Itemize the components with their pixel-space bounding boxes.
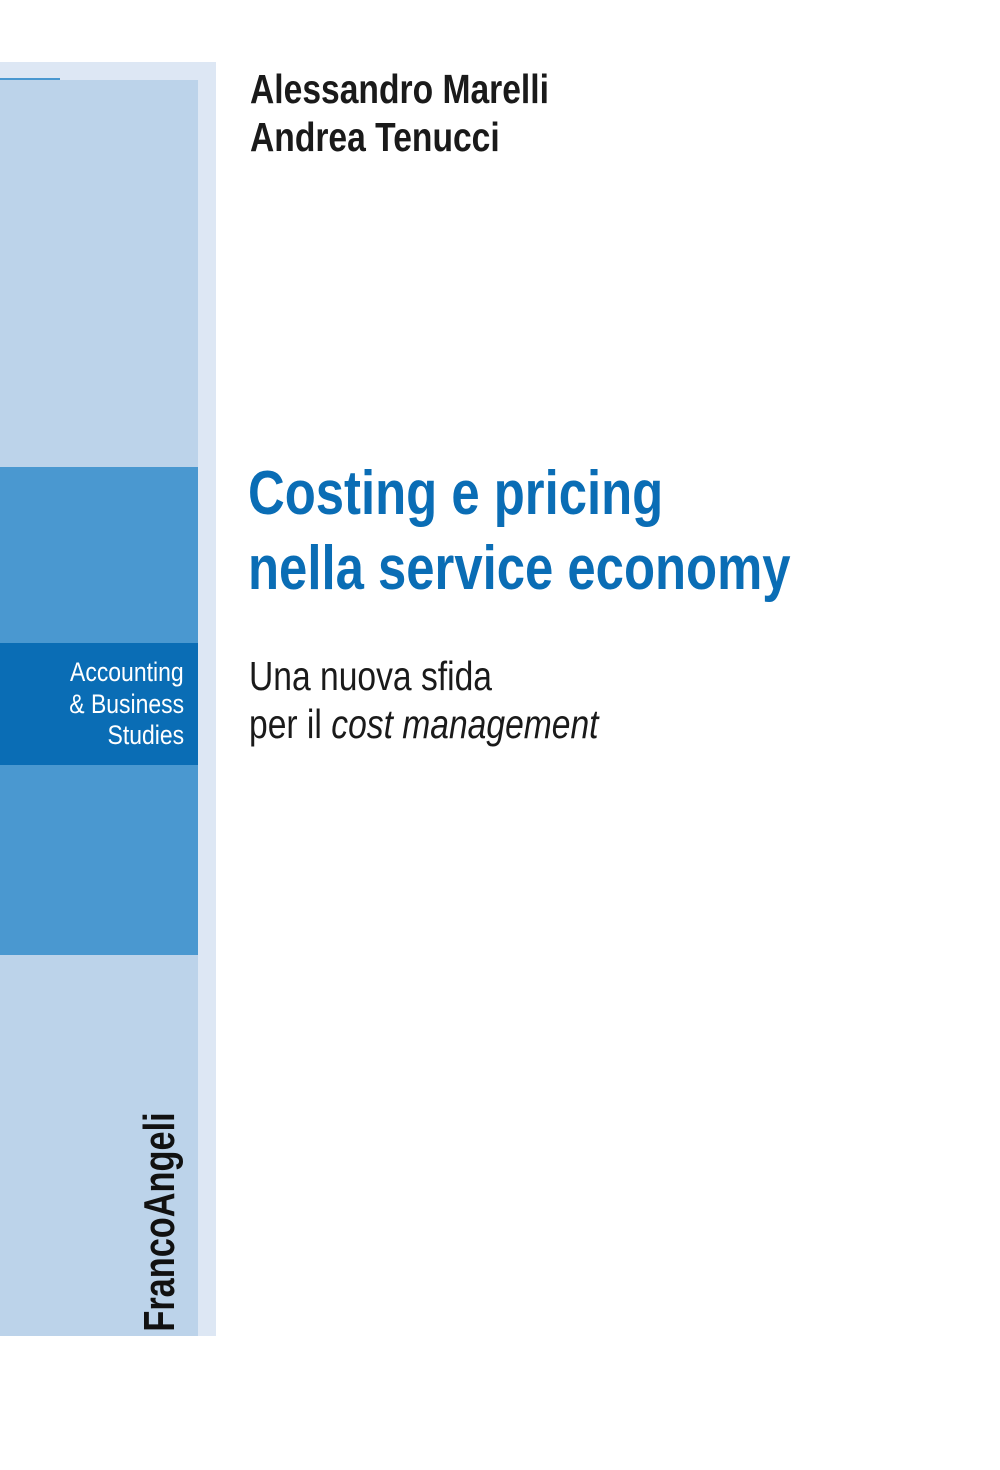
publisher: FrancoAngeli bbox=[135, 1112, 184, 1332]
author: Andrea Tenucci bbox=[250, 114, 500, 160]
spine-line bbox=[0, 78, 60, 80]
author: Alessandro Marelli bbox=[250, 66, 549, 112]
series-band bbox=[0, 643, 198, 765]
title: Costing e pricing bbox=[248, 459, 664, 528]
title: nella service economy bbox=[248, 534, 791, 603]
subtitle-italic: cost management bbox=[331, 701, 599, 747]
series-label: Accounting bbox=[70, 657, 184, 687]
subtitle-text: per il bbox=[249, 701, 322, 747]
series-label: Studies bbox=[107, 720, 184, 750]
subtitle: Una nuova sfida bbox=[249, 653, 492, 699]
subtitle: per il cost management bbox=[249, 701, 599, 748]
series-label: & Business bbox=[69, 689, 184, 719]
